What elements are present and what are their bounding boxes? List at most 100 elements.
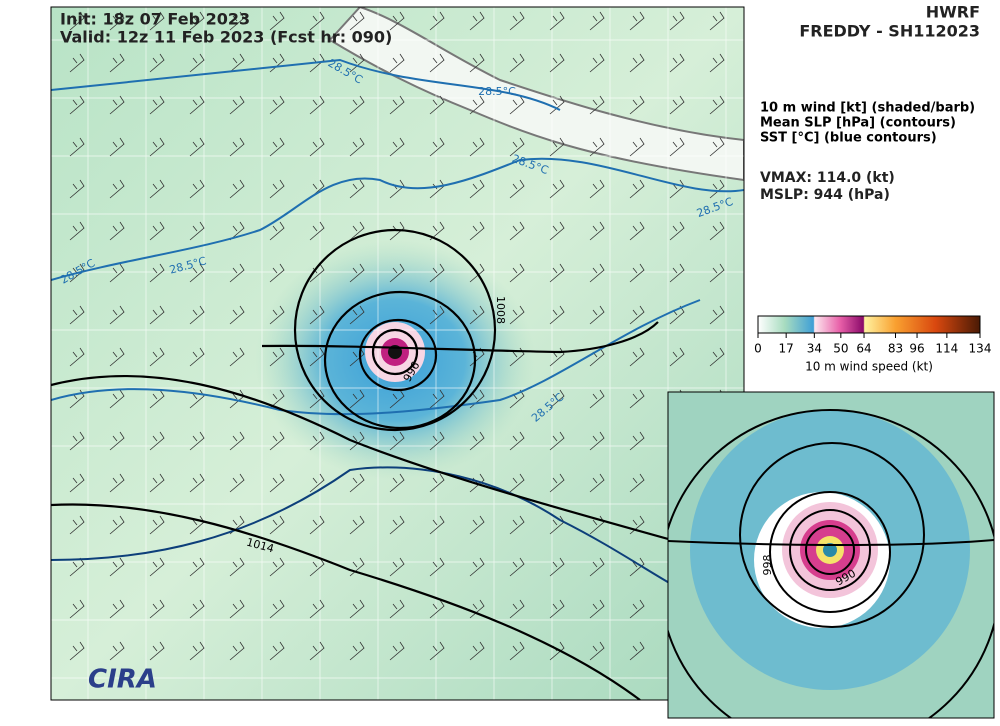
- wind-barb: [629, 95, 645, 115]
- legend-line: 10 m wind [kt] (shaded/barb): [760, 101, 975, 116]
- wind-barb: [629, 263, 645, 283]
- wind-barb: [189, 11, 205, 31]
- wind-barb: [629, 473, 645, 493]
- wind-barb: [389, 11, 405, 31]
- wind-barb: [69, 599, 85, 619]
- wind-barb: [229, 431, 245, 451]
- wind-barb: [509, 221, 525, 241]
- wind-barb: [589, 389, 605, 409]
- wind-barb: [549, 431, 565, 451]
- colorbar-tick-label: 96: [909, 342, 924, 356]
- wind-barb: [349, 263, 365, 283]
- wind-barb: [589, 305, 605, 325]
- inset-frame: [667, 391, 995, 719]
- wind-barb: [189, 95, 205, 115]
- wind-barb: [429, 95, 445, 115]
- wind-barb: [229, 263, 245, 283]
- wind-barb: [309, 11, 325, 31]
- wind-barb: [269, 347, 285, 367]
- wind-barb: [509, 11, 525, 31]
- wind-barb: [589, 11, 605, 31]
- wind-barb: [349, 305, 365, 325]
- wind-barb: [629, 557, 645, 577]
- wind-barb: [309, 515, 325, 535]
- wind-barb: [629, 389, 645, 409]
- wind-barb: [189, 137, 205, 157]
- wind-barb: [469, 53, 485, 73]
- wind-barb: [229, 95, 245, 115]
- wind-barb: [629, 221, 645, 241]
- wind-barb: [429, 11, 445, 31]
- wind-barb: [69, 347, 85, 367]
- wind-barb: [549, 389, 565, 409]
- wind-barb: [309, 347, 325, 367]
- wind-barb: [349, 53, 365, 73]
- wind-barb: [389, 263, 405, 283]
- wind-barb: [109, 473, 125, 493]
- wind-barb: [149, 515, 165, 535]
- wind-barb: [149, 305, 165, 325]
- wind-barb: [389, 557, 405, 577]
- wind-barb: [469, 221, 485, 241]
- wind-barb: [669, 221, 685, 241]
- wind-barb: [709, 305, 725, 325]
- wind-barb: [549, 137, 565, 157]
- wind-barb: [429, 263, 445, 283]
- wind-barb: [629, 53, 645, 73]
- wind-barb: [429, 137, 445, 157]
- wind-barb: [589, 599, 605, 619]
- wind-barb: [69, 431, 85, 451]
- wind-barb: [429, 221, 445, 241]
- wind-barb: [69, 11, 85, 31]
- wind-barb: [229, 137, 245, 157]
- wind-barb: [429, 515, 445, 535]
- wind-barb: [269, 305, 285, 325]
- wind-barb: [309, 473, 325, 493]
- wind-barb: [269, 95, 285, 115]
- wind-barb: [469, 95, 485, 115]
- wind-barb: [69, 641, 85, 661]
- wind-barb: [509, 515, 525, 535]
- wind-barb: [549, 305, 565, 325]
- wind-barb: [389, 53, 405, 73]
- wind-barb: [429, 53, 445, 73]
- wind-barb: [709, 221, 725, 241]
- wind-barb: [229, 641, 245, 661]
- wind-barb: [509, 557, 525, 577]
- wind-barb: [229, 305, 245, 325]
- wind-barb: [69, 305, 85, 325]
- wind-barb: [349, 95, 365, 115]
- wind-barb: [269, 515, 285, 535]
- wind-barb: [149, 53, 165, 73]
- wind-barb: [709, 347, 725, 367]
- wind-barb: [549, 221, 565, 241]
- wind-barb: [549, 179, 565, 199]
- wind-barb: [589, 53, 605, 73]
- wind-barb: [349, 641, 365, 661]
- wind-barb: [69, 473, 85, 493]
- wind-barb: [669, 95, 685, 115]
- wind-barb: [149, 389, 165, 409]
- colorbar-tick-label: 114: [935, 342, 958, 356]
- contour-label: 28.5°C: [478, 85, 516, 98]
- legend-line: SST [°C] (blue contours): [760, 131, 937, 146]
- wind-barb: [669, 11, 685, 31]
- colorbar: [757, 315, 981, 334]
- wind-barb: [629, 641, 645, 661]
- wind-barb: [109, 557, 125, 577]
- wind-barb: [709, 95, 725, 115]
- storm-name: FREDDY - SH112023: [799, 22, 980, 41]
- wind-barb: [589, 641, 605, 661]
- colorbar-tick-label: 0: [754, 342, 762, 356]
- wind-barb: [109, 95, 125, 115]
- wind-barb: [309, 431, 325, 451]
- wind-barb: [189, 599, 205, 619]
- wind-barb: [269, 473, 285, 493]
- wind-barb: [149, 347, 165, 367]
- wind-barb: [149, 431, 165, 451]
- wind-barb: [349, 473, 365, 493]
- wind-barb: [589, 137, 605, 157]
- wind-barb: [389, 599, 405, 619]
- wind-barb: [469, 515, 485, 535]
- legend-line: Mean SLP [hPa] (contours): [760, 116, 956, 131]
